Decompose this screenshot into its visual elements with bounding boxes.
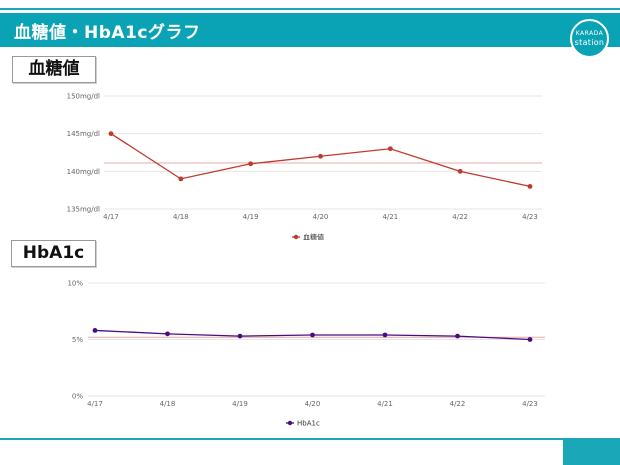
glucose-y-tick-label: 145mg/dl <box>67 130 100 138</box>
glucose-data-point <box>387 146 393 152</box>
page-title: 血糖値・HbA1cグラフ <box>14 23 201 43</box>
top-accent-line <box>0 8 620 10</box>
hba1c-x-tick-label: 4/18 <box>160 400 176 408</box>
logo-text-top: KARADA <box>575 30 604 37</box>
bottom-accent-block <box>563 440 620 465</box>
hba1c-chart: 0% 5% 10% 4/17 4/18 4/19 4/20 4/21 4/22 4/23 HbA1c <box>67 280 545 428</box>
hba1c-x-tick-label: 4/23 <box>522 400 538 408</box>
karada-station-logo: KARADA station <box>570 19 609 58</box>
hba1c-data-point <box>455 333 460 339</box>
hba1c-legend-label: HbA1c <box>297 420 320 428</box>
glucose-legend-marker <box>293 234 299 240</box>
glucose-data-point <box>527 184 533 189</box>
hba1c-data-point <box>165 331 170 337</box>
glucose-x-tick-label: 4/19 <box>243 213 259 221</box>
hba1c-x-tick-label: 4/20 <box>305 400 321 408</box>
glucose-data-point <box>248 161 254 167</box>
glucose-legend-label: 血糖値 <box>303 233 324 241</box>
glucose-y-tick-label: 150mg/dl <box>67 93 100 101</box>
header-bar: 血糖値・HbA1cグラフ KARADA station <box>0 13 620 58</box>
logo-text-bottom: station <box>574 38 605 47</box>
hba1c-y-tick-label: 10% <box>67 280 83 288</box>
hba1c-data-point <box>527 337 533 342</box>
glucose-series-line <box>110 133 531 188</box>
glucose-y-tick-label: 140mg/dl <box>67 168 100 176</box>
hba1c-y-tick-label: 0% <box>72 393 83 401</box>
bottom-accent-line <box>0 438 620 440</box>
glucose-data-point <box>108 131 114 137</box>
glucose-x-tick-label: 4/17 <box>103 213 119 221</box>
glucose-data-point <box>318 153 323 159</box>
glucose-chart: 135mg/dl 140mg/dl 145mg/dl 150mg/dl 4/17 4/18… <box>67 93 542 241</box>
glucose-x-tick-label: 4/20 <box>313 213 329 221</box>
hba1c-x-tick-label: 4/22 <box>450 400 466 408</box>
hba1c-x-tick-label: 4/19 <box>232 400 248 408</box>
hba1c-y-tick-label: 5% <box>72 336 83 344</box>
hba1c-x-tick-label: 4/17 <box>87 400 103 408</box>
glucose-y-tick-label: 135mg/dl <box>67 206 100 214</box>
glucose-x-tick-label: 4/22 <box>452 213 468 221</box>
glucose-x-tick-label: 4/18 <box>173 213 189 221</box>
glucose-data-point <box>178 176 184 182</box>
hba1c-x-tick-label: 4/21 <box>377 400 393 408</box>
hba1c-data-point <box>310 332 315 338</box>
glucose-x-tick-label: 4/21 <box>382 213 398 221</box>
glucose-section-label: 血糖値 <box>12 56 96 83</box>
hba1c-legend-marker <box>287 420 293 426</box>
glucose-data-point <box>457 168 463 174</box>
glucose-x-tick-label: 4/23 <box>522 213 538 221</box>
hba1c-data-point <box>382 332 388 338</box>
hba1c-data-point <box>92 328 98 333</box>
hba1c-data-point <box>237 333 243 339</box>
hba1c-section-label: HbA1c <box>11 240 96 267</box>
